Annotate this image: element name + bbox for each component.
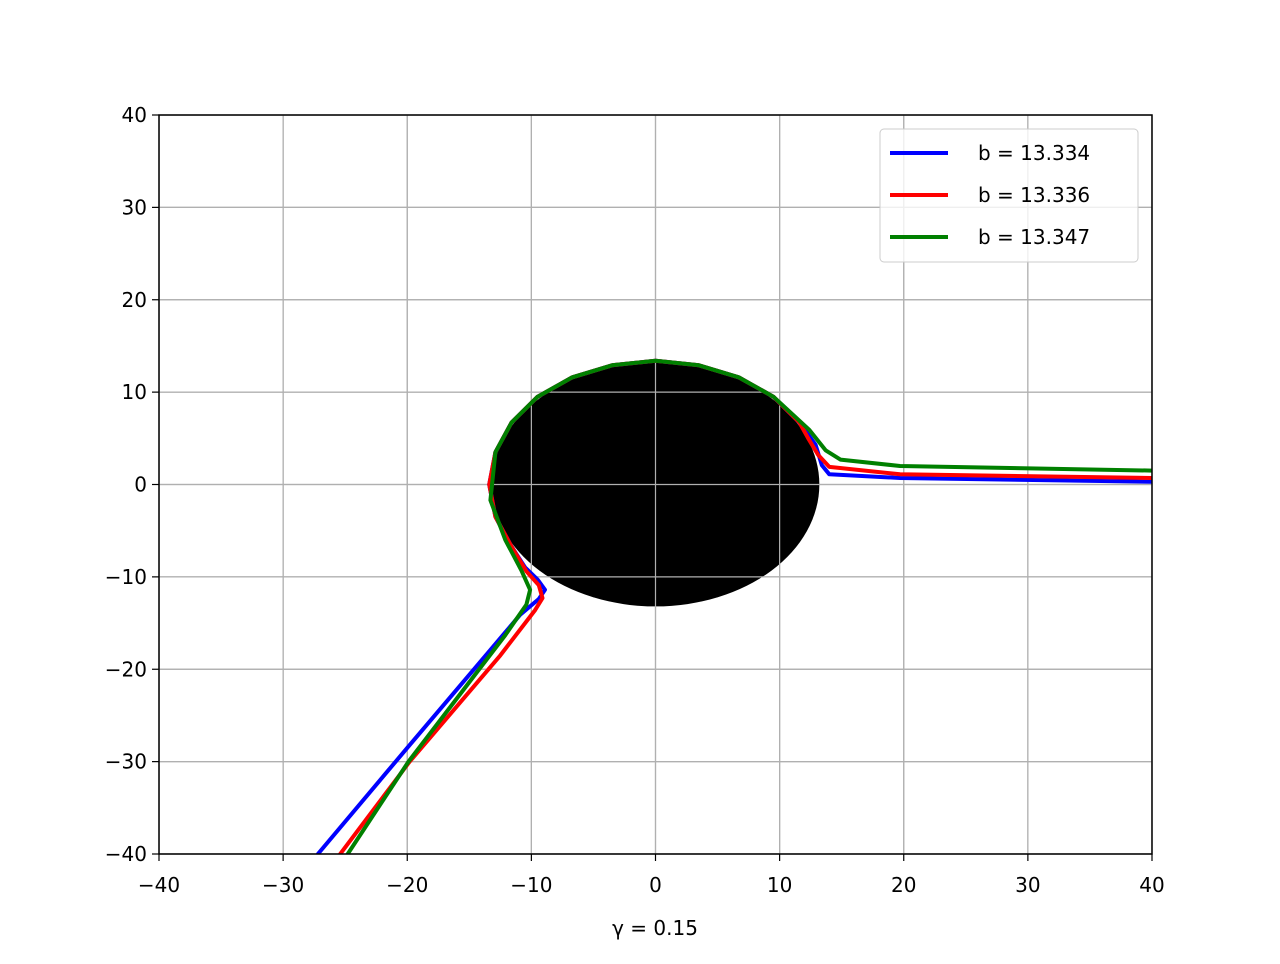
- x-tick-label: −10: [510, 873, 552, 897]
- axes: −40 −30 −20 −10 0 10 20 30 40 −40 −30 −20 −10 0 10 20 30…: [105, 103, 1165, 897]
- y-tick-label: −30: [105, 750, 147, 774]
- x-tick-label: 20: [891, 873, 916, 897]
- legend-label: b = 13.334: [978, 141, 1090, 165]
- x-tick-label: −40: [138, 873, 180, 897]
- x-tick-label: 40: [1139, 873, 1164, 897]
- legend-label: b = 13.347: [978, 225, 1090, 249]
- x-tick-label: −20: [386, 873, 428, 897]
- trajectory: [345, 358, 1152, 854]
- legend-box: [879, 128, 1139, 263]
- y-tick-label: −40: [105, 842, 147, 866]
- y-tick-label: −10: [105, 565, 147, 589]
- x-tick-label: 10: [767, 873, 792, 897]
- y-tick-label: 0: [134, 473, 147, 497]
- x-tick-label: 30: [1015, 873, 1040, 897]
- x-axis-label: γ = 0.15: [612, 916, 698, 940]
- y-tick-label: 30: [122, 195, 147, 219]
- y-tick-label: 40: [122, 103, 147, 127]
- legend: b = 13.334 b = 13.336 b = 13.347: [879, 128, 1139, 263]
- y-tick-label: 20: [122, 288, 147, 312]
- legend-label: b = 13.336: [978, 183, 1090, 207]
- y-tick-label: 10: [122, 380, 147, 404]
- x-tick-label: −30: [262, 873, 304, 897]
- x-tick-label: 0: [649, 873, 662, 897]
- y-tick-label: −20: [105, 657, 147, 681]
